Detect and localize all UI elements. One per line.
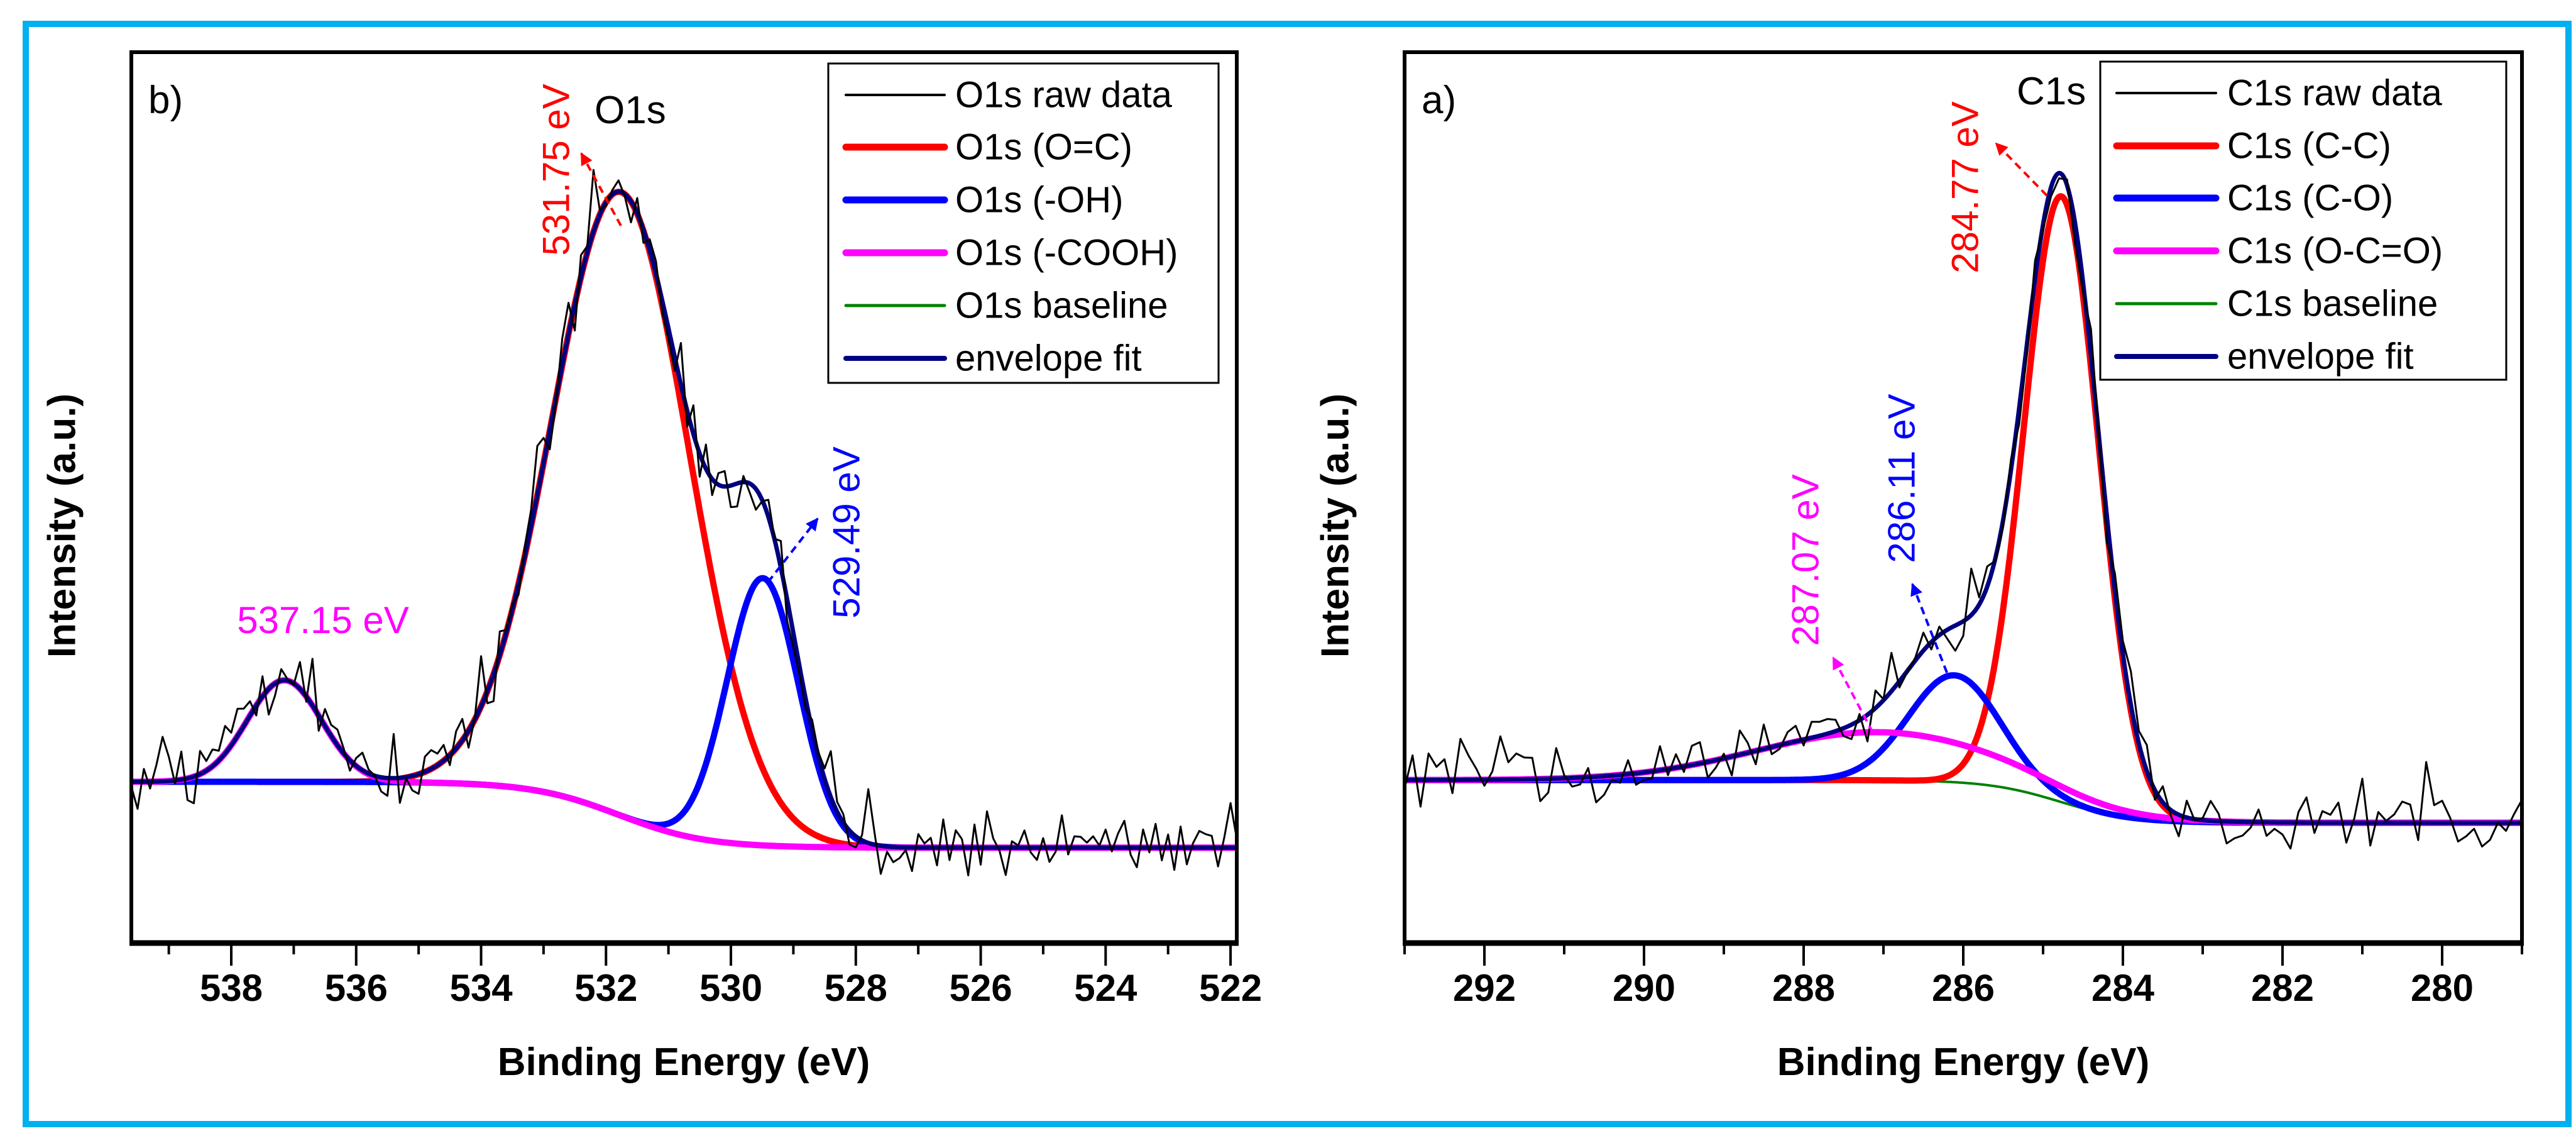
y-axis-title: Intensity (a.u.) [41, 394, 84, 658]
legend-item: O1s (-COOH) [842, 233, 1178, 273]
series-o1s-cooh [131, 677, 1237, 851]
legend-label: C1s baseline [2227, 284, 2438, 324]
x-tick-label: 522 [1199, 967, 1262, 1009]
peak-annotation: 284.77 eV [1944, 101, 1987, 273]
series-c1s-c-o [1405, 672, 2522, 826]
annotation-arrow [1832, 656, 1874, 733]
legend-label: O1s baseline [955, 285, 1168, 326]
legend-item: C1s (C-O) [2113, 178, 2393, 219]
legend-label: C1s (O-C=O) [2227, 231, 2443, 272]
plot-area [131, 168, 1237, 876]
legend-item: C1s raw data [2115, 73, 2442, 114]
peak-annotation: 537.15 eV [237, 599, 409, 641]
x-axis-title: Binding Energy (eV) [498, 1040, 870, 1084]
legend-label: C1s (C-C) [2227, 126, 2391, 167]
legend-label: C1s raw data [2227, 73, 2442, 114]
panel-label: b) [148, 79, 183, 122]
plot-area [1405, 170, 2522, 850]
x-tick-label: 538 [200, 967, 263, 1009]
x-tick-label: 292 [1453, 967, 1516, 1009]
legend-label: C1s (C-O) [2227, 178, 2393, 219]
peak-annotation: 531.75 eV [535, 84, 578, 256]
peak-annotation: 529.49 eV [826, 446, 868, 619]
panel-c1s: 292 290 288 286 284 282 280 Binding Energy (eV)… [1314, 50, 2524, 1084]
figure-frame [23, 21, 2572, 1127]
annotation-arrow [1995, 142, 2048, 197]
x-tick-label: 534 [449, 967, 513, 1009]
peak-annotation: 286.11 eV [1881, 394, 1923, 563]
panel-label: a) [1422, 79, 1456, 122]
x-axis-title: Binding Energy (eV) [1777, 1040, 2149, 1084]
x-tick-label: 524 [1074, 967, 1137, 1009]
legend-label: O1s (-COOH) [955, 233, 1178, 273]
annotation-arrow [580, 152, 622, 226]
legend: C1s raw data C1s (C-C) C1s (C-O) C1s (O-C=O… [2099, 60, 2507, 381]
x-tick-label: 530 [699, 967, 762, 1009]
series-envelope-fit [131, 189, 1237, 850]
x-tick-label: 528 [825, 967, 887, 1009]
legend-item: envelope fit [843, 338, 1142, 379]
legend-label: envelope fit [955, 338, 1142, 379]
peak-label: C1s [2017, 70, 2086, 113]
legend-item: C1s baseline [2115, 284, 2438, 324]
peak-label: O1s [595, 89, 666, 132]
x-tick-label: 288 [1772, 967, 1835, 1009]
series-c1s-raw-data [1405, 177, 2522, 850]
legend-item: O1s raw data [845, 75, 1173, 116]
x-tick-label: 280 [2411, 967, 2474, 1009]
legend: O1s raw data O1s (O=C) O1s (-OH) O1s (-COOH… [827, 62, 1220, 384]
panel-o1s: 538 536 534 532 530 528 526 524 522 Binding Energ… [41, 50, 1262, 1084]
x-tick-label: 282 [2251, 967, 2314, 1009]
legend-item: O1s (-OH) [842, 180, 1123, 221]
series-o1s-raw-data [131, 168, 1237, 876]
x-tick-label: 290 [1613, 967, 1675, 1009]
legend-item: O1s baseline [844, 285, 1168, 326]
annotation-arrow [767, 517, 819, 583]
legend-box [2099, 60, 2507, 381]
x-tick-label: 286 [1932, 967, 1995, 1009]
x-tick-label: 532 [574, 967, 637, 1009]
peak-annotation: 287.07 eV [1785, 474, 1827, 646]
legend-item: O1s (O=C) [842, 127, 1132, 168]
legend-label: envelope fit [2227, 336, 2414, 377]
x-tick-label: 526 [949, 967, 1012, 1009]
legend-item: C1s (C-C) [2113, 126, 2391, 167]
y-axis-title: Intensity (a.u.) [1314, 394, 1357, 658]
legend-label: O1s (-OH) [955, 180, 1123, 221]
annotation-arrow [1910, 583, 1948, 673]
legend-item: envelope fit [2114, 336, 2414, 377]
legend-box [827, 62, 1220, 384]
x-tick-label: 536 [325, 967, 388, 1009]
legend-label: O1s (O=C) [955, 127, 1132, 168]
x-tick-label: 284 [2091, 967, 2155, 1009]
legend-item: C1s (O-C=O) [2113, 231, 2443, 272]
legend-label: O1s raw data [955, 75, 1173, 116]
